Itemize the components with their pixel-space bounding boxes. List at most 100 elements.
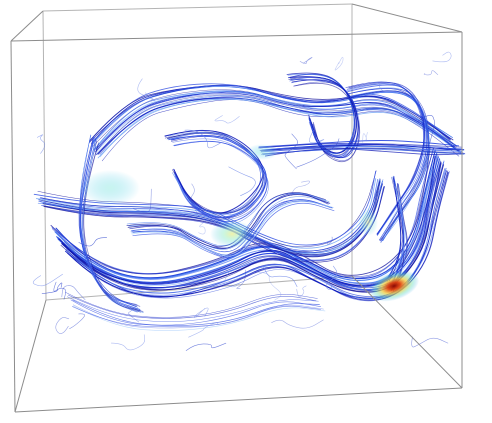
streamline-fragment xyxy=(271,319,324,329)
streamline xyxy=(66,171,449,301)
streamline xyxy=(130,201,334,257)
streamline xyxy=(345,83,427,235)
streamline-fragment xyxy=(223,270,241,288)
streamline xyxy=(293,81,360,161)
streamline xyxy=(54,152,438,281)
streamline-fragment xyxy=(61,285,86,300)
streamline xyxy=(67,294,317,319)
streamline xyxy=(166,132,264,215)
streamline-fragment xyxy=(37,134,46,154)
streamline xyxy=(93,91,454,152)
streamline-fragment xyxy=(371,82,396,92)
streamline xyxy=(259,144,461,151)
streamline xyxy=(73,304,324,329)
streamline-fragment xyxy=(432,51,452,63)
streamline-fragment xyxy=(55,317,70,334)
streamline xyxy=(346,83,425,236)
streamline-fragment xyxy=(257,271,282,301)
streamline-fragment xyxy=(185,342,227,351)
streamline-fragment xyxy=(362,132,368,143)
streamline-fragment xyxy=(41,282,63,294)
streamline xyxy=(294,82,361,163)
streamline xyxy=(388,177,402,282)
streamline xyxy=(291,79,359,159)
streamline xyxy=(390,183,408,291)
streamline-fragment xyxy=(184,129,221,149)
streamline-fragment xyxy=(69,313,86,329)
streamline-fragment xyxy=(263,265,298,287)
streamline xyxy=(390,176,406,283)
streamline xyxy=(172,138,268,220)
streamline-fragment xyxy=(296,285,307,298)
streamline xyxy=(132,202,335,258)
streamline xyxy=(72,305,322,328)
streamline xyxy=(258,142,462,149)
streamline-fragment xyxy=(193,307,209,318)
streamline-fragment xyxy=(325,265,338,291)
streamline xyxy=(97,98,462,159)
streamline xyxy=(61,164,444,293)
streamline xyxy=(65,291,318,318)
hotspots xyxy=(80,144,420,302)
streamline-fragment xyxy=(334,56,344,71)
center-glow xyxy=(210,220,254,248)
right-glow xyxy=(358,208,378,236)
streamline xyxy=(37,179,384,254)
streamline xyxy=(43,186,385,263)
streamline xyxy=(386,177,404,282)
streamline-fragment xyxy=(228,166,256,196)
streamline-fragment xyxy=(236,269,246,289)
streamline xyxy=(93,91,455,151)
streamline xyxy=(58,159,441,287)
streamline xyxy=(58,156,436,287)
streamline-fragment xyxy=(53,281,67,300)
streamline-fragment xyxy=(296,138,340,168)
streamline-fragment xyxy=(417,114,435,145)
streamline xyxy=(350,90,428,242)
streamline xyxy=(262,149,466,155)
left-glow xyxy=(80,170,140,206)
streamline-fragment xyxy=(133,188,152,213)
streamline-fragment xyxy=(188,322,219,338)
streamline-fragment xyxy=(198,218,208,235)
streamline xyxy=(94,90,453,150)
streamline xyxy=(55,153,438,285)
streamline-fragment xyxy=(299,57,313,65)
streamline xyxy=(40,178,381,252)
streamline xyxy=(99,97,460,158)
streamline-fragment xyxy=(32,273,63,287)
streamline-fragment xyxy=(327,236,333,245)
streamline-fragment xyxy=(423,70,439,76)
streamline xyxy=(351,91,430,242)
streamline xyxy=(91,84,450,146)
streamline xyxy=(51,147,434,277)
streamline-fragment xyxy=(128,307,140,323)
streamline xyxy=(92,89,454,147)
upper-glow xyxy=(246,144,278,160)
streamline xyxy=(258,140,460,148)
streamline-fragment xyxy=(291,180,310,197)
streamline-fragment xyxy=(137,78,155,101)
streamline xyxy=(66,296,319,322)
streamline xyxy=(168,135,266,218)
streamline xyxy=(66,167,447,300)
streamline xyxy=(42,181,381,256)
streamline-fragment xyxy=(411,336,449,348)
streamline xyxy=(70,299,321,326)
streamline-fragment xyxy=(309,129,325,144)
lower-right-peak xyxy=(368,270,420,302)
streamline xyxy=(72,299,320,326)
streamline-fragment xyxy=(284,133,298,170)
streamline xyxy=(62,161,442,289)
streamline xyxy=(172,140,269,225)
streamline xyxy=(89,83,450,141)
streamline xyxy=(164,130,264,214)
box-front-edges xyxy=(10,3,463,413)
streamline-fragment xyxy=(214,115,240,124)
streamline xyxy=(264,148,463,157)
streamline-fragment xyxy=(111,334,146,351)
streamline-fragment xyxy=(78,237,107,247)
streamline-fragment xyxy=(190,183,200,217)
streamline xyxy=(347,84,426,236)
